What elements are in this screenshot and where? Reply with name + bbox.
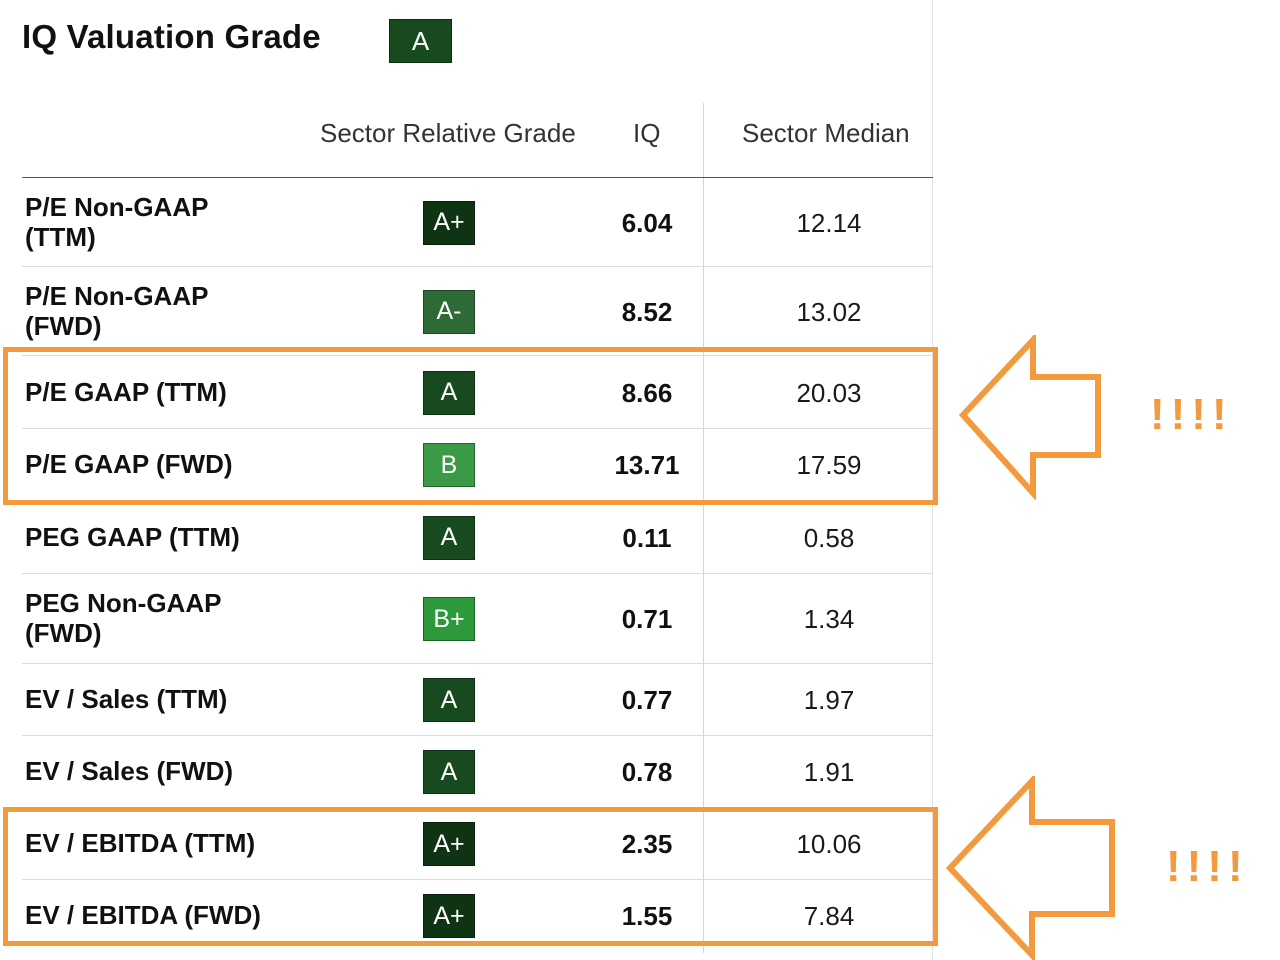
- iq-value: 2.35: [621, 829, 673, 859]
- row-divider: [22, 735, 933, 736]
- grade-badge: A: [423, 370, 475, 415]
- grade-badge: B+: [423, 597, 475, 641]
- header-divider: [22, 177, 933, 178]
- sector-median-value: 10.06: [796, 829, 862, 859]
- iq-value: 0.11: [622, 522, 672, 553]
- sector-median-value: 20.03: [796, 377, 862, 408]
- left-arrow-icon: [958, 335, 1101, 500]
- table-row: EV / Sales (TTM) A 0.77 1.97: [22, 664, 933, 736]
- grade-badge: A+: [423, 894, 475, 938]
- column-header-sector-relative-grade: Sector Relative Grade: [320, 118, 576, 148]
- table-row: PEG Non-GAAP (FWD) B+ 0.71 1.34: [22, 574, 933, 664]
- table-row: P/E GAAP (TTM) A 8.66 20.03: [22, 356, 933, 429]
- panel-right-border: [932, 0, 933, 960]
- grade-badge: A+: [423, 822, 475, 866]
- metric-label: P/E Non-GAAP (TTM): [25, 191, 209, 252]
- metric-label: P/E Non-GAAP (FWD): [25, 280, 209, 341]
- grade-badge: A-: [423, 289, 475, 334]
- sector-median-value: 1.91: [803, 757, 855, 787]
- grade-badge: A: [423, 750, 475, 794]
- iq-value: 6.04: [621, 207, 673, 238]
- table-row: EV / Sales (FWD) A 0.78 1.91: [22, 736, 933, 808]
- metric-label: EV / Sales (FWD): [25, 756, 234, 786]
- iq-value: 0.71: [621, 604, 673, 634]
- metric-label: PEG Non-GAAP (FWD): [25, 588, 222, 648]
- exclamation-marks: !!!!: [1150, 390, 1233, 439]
- column-header-sector-median: Sector Median: [742, 118, 910, 148]
- table-row: EV / EBITDA (TTM) A+ 2.35 10.06: [22, 808, 933, 880]
- iq-value: 8.66: [621, 377, 673, 408]
- highlight-box-pe-gaap: [3, 347, 938, 505]
- sector-median-value: 0.58: [803, 522, 855, 553]
- sector-median-value: 1.97: [803, 685, 855, 715]
- metric-label: P/E GAAP (TTM): [25, 376, 227, 407]
- iq-value: 8.52: [621, 296, 673, 327]
- row-divider: [22, 428, 933, 429]
- overall-grade-badge: A: [389, 19, 452, 63]
- metric-label: PEG GAAP (TTM): [25, 521, 240, 552]
- table-row: P/E Non-GAAP (FWD) A- 8.52 13.02: [22, 267, 933, 356]
- row-divider: [22, 663, 933, 664]
- iq-value: 0.77: [621, 685, 673, 715]
- grade-badge: A+: [423, 200, 475, 245]
- sector-median-value: 7.84: [803, 901, 855, 931]
- metric-label: EV / EBITDA (TTM): [25, 828, 256, 858]
- column-divider: [703, 103, 704, 953]
- exclamation-marks: !!!!: [1166, 842, 1249, 891]
- left-arrow-icon: [945, 776, 1115, 960]
- grade-badge: A: [423, 678, 475, 722]
- highlight-box-ev-ebitda: [3, 807, 938, 946]
- sector-median-value: 13.02: [796, 296, 862, 327]
- metric-label: EV / Sales (TTM): [25, 684, 228, 714]
- sector-median-value: 1.34: [803, 604, 855, 634]
- table-row: EV / EBITDA (FWD) A+ 1.55 7.84: [22, 880, 933, 952]
- grade-badge: B: [423, 443, 475, 487]
- metric-label: P/E GAAP (FWD): [25, 449, 233, 479]
- row-divider: [22, 879, 933, 880]
- row-divider: [22, 355, 933, 356]
- row-divider: [22, 573, 933, 574]
- page-title: IQ Valuation Grade: [22, 18, 321, 55]
- metric-label: EV / EBITDA (FWD): [25, 900, 261, 930]
- iq-value: 0.78: [621, 757, 673, 787]
- table-row: PEG GAAP (TTM) A 0.11 0.58: [22, 501, 933, 574]
- row-divider: [22, 266, 933, 267]
- iq-value: 13.71: [614, 450, 680, 480]
- grade-badge: A: [423, 515, 475, 560]
- sector-median-value: 17.59: [796, 450, 862, 480]
- column-header-iq: IQ: [633, 118, 661, 148]
- iq-value: 1.55: [621, 901, 673, 931]
- table-row: P/E Non-GAAP (TTM) A+ 6.04 12.14: [22, 178, 933, 267]
- sector-median-value: 12.14: [796, 207, 862, 238]
